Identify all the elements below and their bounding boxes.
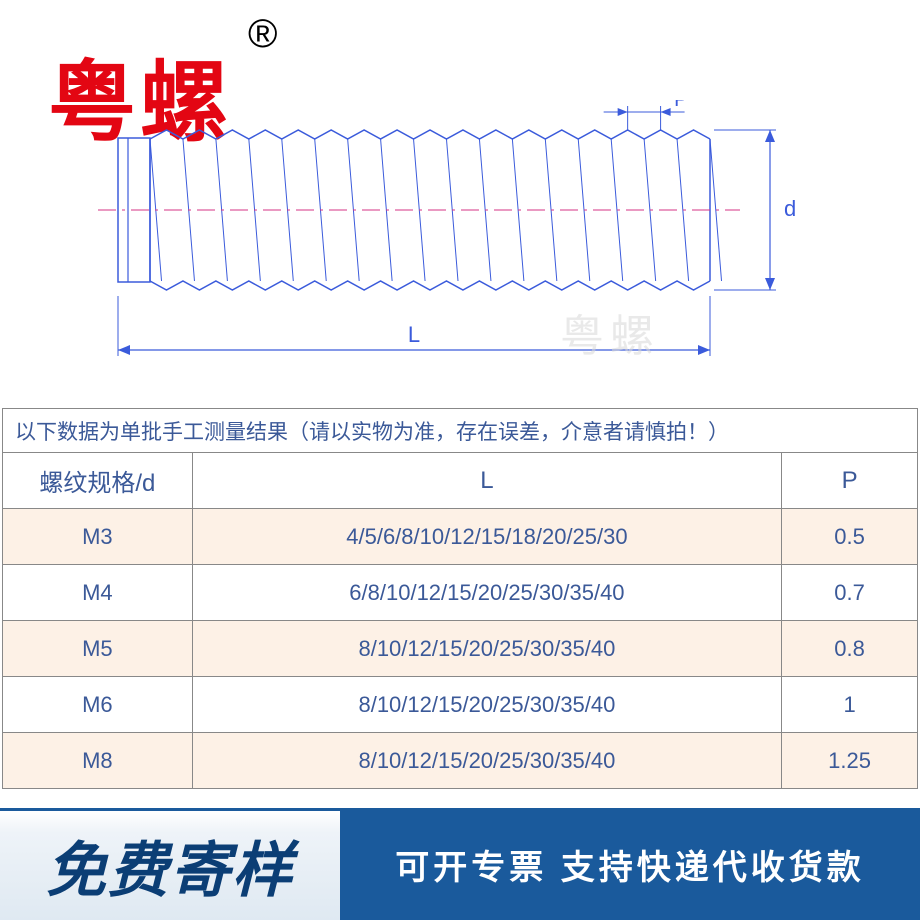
diagram-svg: L Pd — [60, 100, 860, 400]
table-row: M68/10/12/15/20/25/30/35/401 — [3, 677, 918, 733]
svg-text:d: d — [784, 196, 796, 221]
table-note: 以下数据为单批手工测量结果（请以实物为准，存在误差，介意者请慎拍！） — [3, 409, 918, 453]
table-cell: 0.8 — [782, 621, 918, 677]
footer-banner: 免费寄样 可开专票 支持快递代收货款 — [0, 808, 920, 920]
table-cell: M3 — [3, 509, 193, 565]
svg-text:L: L — [408, 322, 420, 347]
table-cell: 1 — [782, 677, 918, 733]
table-row: M46/8/10/12/15/20/25/30/35/400.7 — [3, 565, 918, 621]
table-cell: 8/10/12/15/20/25/30/35/40 — [192, 677, 781, 733]
table-cell: M5 — [3, 621, 193, 677]
table-cell: 0.5 — [782, 509, 918, 565]
banner-right: 可开专票 支持快递代收货款 — [340, 808, 920, 920]
col-header-P: P — [782, 453, 918, 509]
table-cell: 1.25 — [782, 733, 918, 789]
svg-text:P: P — [674, 100, 687, 111]
col-header-L: L — [192, 453, 781, 509]
table-cell: 8/10/12/15/20/25/30/35/40 — [192, 733, 781, 789]
table-cell: M4 — [3, 565, 193, 621]
registered-mark: ® — [248, 12, 277, 57]
screw-diagram: L Pd — [60, 100, 860, 380]
banner-left: 免费寄样 — [0, 808, 340, 920]
table-cell: 0.7 — [782, 565, 918, 621]
table-row: M34/5/6/8/10/12/15/18/20/25/300.5 — [3, 509, 918, 565]
spec-table: 以下数据为单批手工测量结果（请以实物为准，存在误差，介意者请慎拍！） 螺纹规格/… — [2, 408, 918, 789]
banner-left-text: 免费寄样 — [46, 822, 294, 909]
col-header-d: 螺纹规格/d — [3, 453, 193, 509]
banner-right-text: 可开专票 支持快递代收货款 — [395, 840, 864, 889]
table-cell: 8/10/12/15/20/25/30/35/40 — [192, 621, 781, 677]
table-cell: 4/5/6/8/10/12/15/18/20/25/30 — [192, 509, 781, 565]
table-cell: 6/8/10/12/15/20/25/30/35/40 — [192, 565, 781, 621]
table-cell: M6 — [3, 677, 193, 733]
watermark: 粤螺 — [560, 300, 660, 364]
table-row: M88/10/12/15/20/25/30/35/401.25 — [3, 733, 918, 789]
table-row: M58/10/12/15/20/25/30/35/400.8 — [3, 621, 918, 677]
table-cell: M8 — [3, 733, 193, 789]
